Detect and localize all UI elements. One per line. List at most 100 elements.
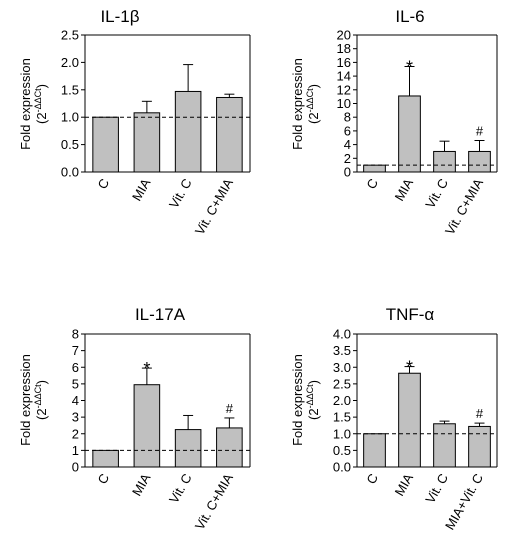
y-tick-label: 8 <box>344 110 351 125</box>
bar-3 <box>433 423 456 468</box>
bar-4 <box>216 96 243 173</box>
y-axis-unit-base: (2 <box>306 112 321 124</box>
y-axis-unit-close: ) <box>306 84 321 88</box>
y-axis-label: Fold expression <box>290 58 305 150</box>
bar-3 <box>433 150 456 173</box>
y-axis-unit-exponent: -ΔΔCt <box>33 88 43 113</box>
bar-2 <box>398 372 421 468</box>
y-axis-unit-base: (2 <box>34 112 49 124</box>
y-axis-unit-close: ) <box>34 380 49 384</box>
significance-marker: # <box>476 406 484 421</box>
y-tick-label: 18 <box>337 41 351 56</box>
y-axis-unit-base: (2 <box>34 408 49 420</box>
y-axis-unit-base: (2 <box>306 408 321 420</box>
y-tick-label: 8 <box>72 327 79 342</box>
y-tick-label: 14 <box>337 69 351 84</box>
y-tick-label: 5 <box>72 376 79 391</box>
y-tick-label: 2.0 <box>61 55 79 70</box>
y-tick-label: 1.0 <box>61 110 79 125</box>
y-tick-label: 4 <box>72 393 79 408</box>
y-axis-unit-close: ) <box>34 84 49 88</box>
bar-1 <box>363 433 386 468</box>
bar-2 <box>398 95 421 173</box>
y-axis-unit: (2-ΔΔCt) <box>305 84 321 124</box>
y-tick-label: 0.0 <box>333 460 351 475</box>
x-tick-label: MIA <box>392 471 417 499</box>
chart-panel-1: IL-1β Fold expression (2-ΔΔCt) 0.0 0.5 1.0 1.5… <box>18 7 251 238</box>
y-tick-label: 3 <box>72 410 79 425</box>
y-axis-unit: (2-ΔΔCt) <box>305 380 321 420</box>
y-tick-label: 1 <box>72 443 79 458</box>
y-tick-label: 0.5 <box>333 443 351 458</box>
x-tick-label: Vit. C <box>422 471 451 506</box>
bar-2 <box>133 112 161 173</box>
chart-panel-3: IL-17A Fold expression (2-ΔΔCt) 0 1 23 4 56 78 C *… <box>18 305 251 533</box>
bar-3 <box>174 429 202 468</box>
y-tick-label: 0 <box>344 165 351 180</box>
y-tick-label: 16 <box>337 55 351 70</box>
y-axis-label: Fold expression <box>18 58 33 150</box>
bar-1 <box>92 449 119 468</box>
x-tick-label: Vit. C+MIA <box>192 471 236 533</box>
bar-3 <box>174 90 202 173</box>
y-tick-label: 10 <box>337 96 351 111</box>
y-axis-unit-exponent: -ΔΔCt <box>33 384 43 409</box>
significance-marker: * <box>406 358 413 378</box>
y-tick-label: 6 <box>72 360 79 375</box>
chart-title: IL-6 <box>395 7 424 26</box>
y-tick-label: 7 <box>72 343 79 358</box>
significance-marker: # <box>476 123 484 138</box>
chart-title: IL-17A <box>135 305 186 324</box>
x-tick-label: Vit. C <box>166 176 195 211</box>
y-tick-label: 1.0 <box>333 426 351 441</box>
y-tick-label: 1.5 <box>61 82 79 97</box>
y-axis-label: Fold expression <box>290 354 305 446</box>
y-tick-label: 0 <box>72 460 79 475</box>
x-tick-label: Vit. C+MIA <box>192 176 236 238</box>
y-axis-label: Fold expression <box>18 354 33 446</box>
bar-1 <box>363 164 386 173</box>
bar-4 <box>468 150 491 173</box>
bar-1 <box>92 116 119 173</box>
y-axis-unit-close: ) <box>306 380 321 384</box>
y-tick-label: 2 <box>72 426 79 441</box>
y-tick-label: 2.5 <box>61 28 79 43</box>
y-tick-label: 1.5 <box>333 410 351 425</box>
y-axis-unit: (2-ΔΔCt) <box>33 84 49 124</box>
y-axis-unit-exponent: -ΔΔCt <box>305 88 315 113</box>
x-tick-label: C <box>95 176 113 192</box>
bar-4 <box>468 425 491 468</box>
y-tick-label: 0.5 <box>61 137 79 152</box>
chart-title: IL-1β <box>100 7 139 26</box>
y-tick-label: 2.0 <box>333 393 351 408</box>
x-tick-label: Vit. C <box>422 176 451 211</box>
y-tick-label: 2 <box>344 151 351 166</box>
y-tick-label: 0.0 <box>61 165 79 180</box>
x-tick-label: MIA <box>392 176 417 204</box>
chart-panel-2: IL-6 Fold expression (2-ΔΔCt) 0246810121416… <box>290 7 498 237</box>
y-tick-label: 2.5 <box>333 376 351 391</box>
y-tick-label: 6 <box>344 123 351 138</box>
bar-2 <box>133 384 161 468</box>
chart-panel-4: TNF-α Fold expression (2-ΔΔCt) 0.0 0.5 1.01.5… <box>290 305 498 532</box>
x-tick-label: C <box>363 176 381 192</box>
x-tick-label: C <box>95 471 113 487</box>
y-tick-label: 20 <box>337 28 351 43</box>
y-tick-label: 3.5 <box>333 343 351 358</box>
x-tick-label: Vit. C <box>166 471 195 506</box>
y-axis-unit: (2-ΔΔCt) <box>33 380 49 420</box>
x-tick-label: C <box>363 471 381 487</box>
bar-4 <box>216 427 243 468</box>
significance-marker: # <box>226 401 234 416</box>
y-tick-label: 4.0 <box>333 327 351 342</box>
x-tick-label: MIA <box>129 471 154 499</box>
y-axis-unit-exponent: -ΔΔCt <box>305 384 315 409</box>
y-tick-label: 3.0 <box>333 360 351 375</box>
significance-marker: * <box>143 359 150 379</box>
significance-marker: * <box>406 58 413 78</box>
y-tick-label: 4 <box>344 137 351 152</box>
x-tick-label: MIA <box>129 176 154 204</box>
chart-title: TNF-α <box>386 305 435 324</box>
